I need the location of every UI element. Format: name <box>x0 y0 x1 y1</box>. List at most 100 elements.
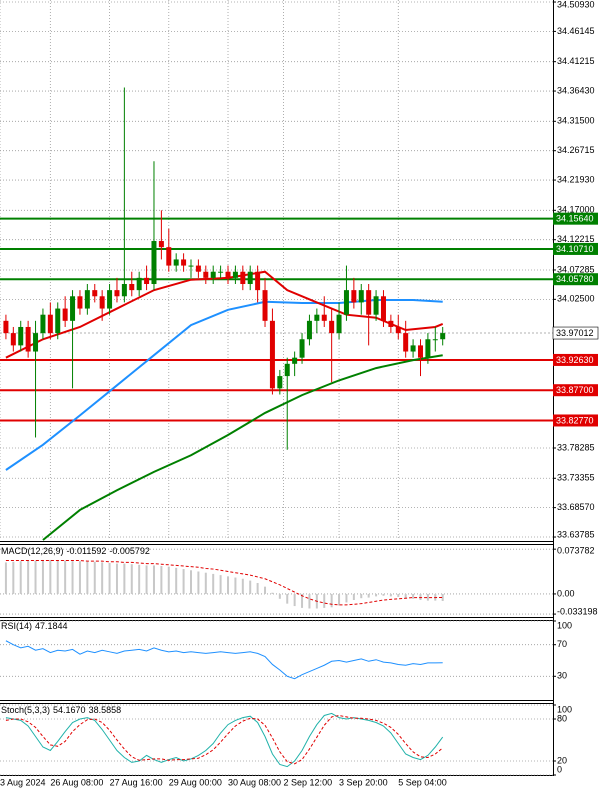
candle-body <box>329 320 335 334</box>
candle-body <box>210 271 216 278</box>
candle-body <box>358 290 364 303</box>
x-tick-label: 3 Aug 2024 <box>0 777 46 787</box>
candle-body <box>395 326 401 334</box>
indicator-header: Stoch(5,3,3) 54.1670 38.5858 <box>1 705 121 715</box>
x-tick-label: 5 Sep 04:00 <box>398 777 447 787</box>
candle-body <box>129 283 135 291</box>
histogram-bar <box>167 566 170 594</box>
histogram-bar <box>375 593 378 597</box>
candle-body <box>343 290 349 315</box>
candle-body <box>166 247 172 266</box>
candle-body <box>114 290 120 297</box>
candle-body <box>136 277 142 291</box>
histogram-bar <box>345 593 348 603</box>
histogram-bar <box>145 565 148 594</box>
indicator-line <box>5 560 443 606</box>
histogram-bar <box>123 563 126 594</box>
candle-body <box>99 296 105 309</box>
candle-body <box>18 326 24 346</box>
histogram-bar <box>352 593 355 601</box>
histogram-bar <box>27 560 30 594</box>
histogram-bar <box>441 593 444 601</box>
histogram-bar <box>234 577 237 594</box>
candle-body <box>3 320 9 334</box>
x-tick-label: 3 Sep 20:00 <box>339 777 388 787</box>
histogram-bar <box>175 567 178 594</box>
level-label-box <box>553 242 598 255</box>
indicator-reading: -0.005792 <box>109 546 150 556</box>
histogram-bar <box>367 593 370 598</box>
candle-body <box>232 271 238 278</box>
y-tick-label: 20 <box>557 755 567 765</box>
candle-body <box>121 283 127 297</box>
last-price-box <box>552 326 599 340</box>
level-label: 34.10710 <box>556 244 594 254</box>
histogram-bar <box>64 560 67 594</box>
candle-body <box>225 271 231 278</box>
histogram-bar <box>227 576 230 594</box>
histogram-bar <box>197 571 200 594</box>
histogram-bar <box>301 593 304 608</box>
y-tick-label: 34.46145 <box>557 26 595 36</box>
histogram-bar <box>12 561 15 594</box>
y-tick-label: 34.41215 <box>557 56 595 66</box>
level-label: 33.92630 <box>556 355 594 365</box>
candle-body <box>306 320 312 340</box>
histogram-bar <box>49 559 52 594</box>
indicator-name: Stoch(5,3,3) <box>1 705 50 715</box>
histogram-bar <box>323 593 326 608</box>
y-tick-label: 34.21930 <box>557 174 595 184</box>
candle-body <box>380 296 386 321</box>
y-tick-label: 34.02500 <box>557 294 595 304</box>
candle-body <box>425 339 431 358</box>
candle-body <box>410 345 416 352</box>
histogram-bar <box>293 593 296 607</box>
indicator-name: MACD(12,26,9) <box>1 546 64 556</box>
candle-body <box>218 271 224 273</box>
histogram-bar <box>338 593 341 606</box>
histogram-bar <box>189 570 192 594</box>
level-label-box <box>553 384 598 397</box>
candle-body <box>55 308 61 334</box>
histogram-bar <box>278 593 281 599</box>
histogram-bar <box>4 562 7 594</box>
candle-body <box>440 333 446 340</box>
candle-body <box>314 314 320 321</box>
level-label: 34.05780 <box>556 274 594 284</box>
histogram-bar <box>130 564 133 594</box>
histogram-bar <box>308 593 311 609</box>
candle-body <box>336 314 342 334</box>
level-label-box <box>553 212 598 225</box>
candle-body <box>40 314 46 334</box>
candle-body <box>299 339 305 358</box>
candle-body <box>321 314 327 321</box>
y-tick-label: 34.12215 <box>557 234 595 244</box>
y-tick-label: 0.073782 <box>557 545 595 555</box>
histogram-bar <box>152 565 155 594</box>
indicator-header: RSI(14) 47.1844 <box>1 621 68 631</box>
histogram-bar <box>412 593 415 599</box>
y-tick-label: -0.033198 <box>557 606 598 616</box>
y-tick-label: 30 <box>557 671 567 681</box>
moving-average <box>5 270 444 359</box>
level-label: 34.15640 <box>556 214 594 224</box>
y-tick-label: 34.36430 <box>557 85 595 95</box>
indicator-reading: -0.011592 <box>67 546 107 556</box>
histogram-bar <box>256 583 259 594</box>
candle-body <box>84 290 90 309</box>
histogram-bar <box>419 593 422 601</box>
histogram-bar <box>56 560 59 594</box>
histogram-bar <box>160 566 163 594</box>
indicator-header: MACD(12,26,9) -0.011592 -0.005792 <box>1 546 150 556</box>
candle-body <box>292 357 298 364</box>
histogram-bar <box>182 569 185 594</box>
histogram-bar <box>271 592 274 594</box>
candle-body <box>158 241 164 248</box>
candle-body <box>92 290 98 297</box>
candle-body <box>417 345 423 358</box>
y-tick-label: 34.31500 <box>557 116 595 126</box>
histogram-bar <box>115 563 118 594</box>
histogram-bar <box>286 593 289 604</box>
candle-body <box>144 277 150 284</box>
